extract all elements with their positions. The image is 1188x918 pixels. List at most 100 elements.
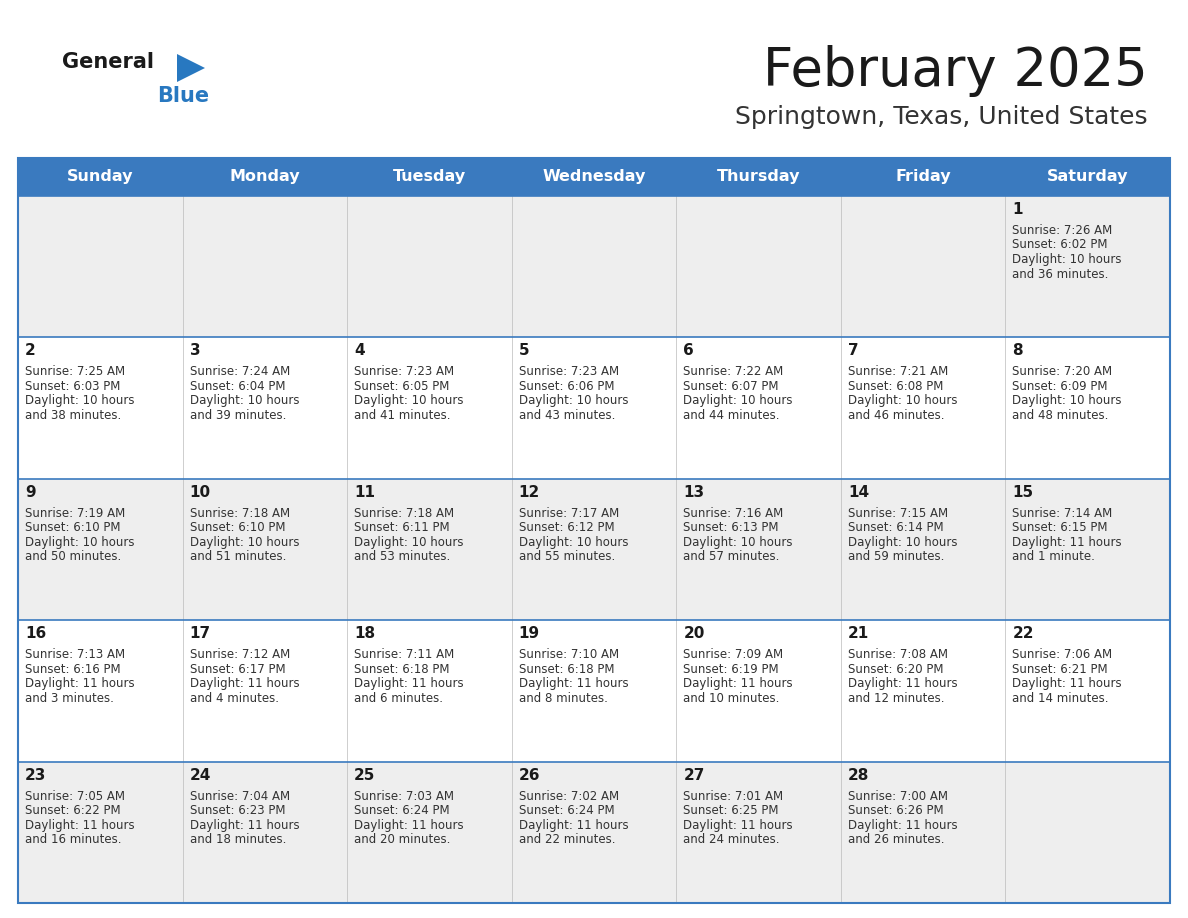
Text: Sunrise: 7:04 AM: Sunrise: 7:04 AM [190, 789, 290, 802]
Text: 22: 22 [1012, 626, 1034, 641]
Text: 21: 21 [848, 626, 870, 641]
Text: Sunset: 6:07 PM: Sunset: 6:07 PM [683, 380, 779, 393]
Text: Daylight: 11 hours: Daylight: 11 hours [190, 819, 299, 832]
Text: Sunset: 6:24 PM: Sunset: 6:24 PM [519, 804, 614, 817]
Text: Daylight: 10 hours: Daylight: 10 hours [190, 536, 299, 549]
Bar [347, 158, 512, 196]
Text: 19: 19 [519, 626, 539, 641]
Text: 10: 10 [190, 485, 210, 499]
Text: Daylight: 11 hours: Daylight: 11 hours [683, 819, 792, 832]
Text: 6: 6 [683, 343, 694, 358]
Text: and 14 minutes.: and 14 minutes. [1012, 691, 1108, 705]
Bar [1005, 762, 1170, 903]
Text: and 44 minutes.: and 44 minutes. [683, 409, 779, 422]
Bar [347, 196, 512, 338]
Text: Sunrise: 7:05 AM: Sunrise: 7:05 AM [25, 789, 125, 802]
Text: Sunset: 6:22 PM: Sunset: 6:22 PM [25, 804, 121, 817]
Text: and 8 minutes.: and 8 minutes. [519, 691, 607, 705]
Text: Daylight: 10 hours: Daylight: 10 hours [848, 536, 958, 549]
Text: Sunrise: 7:17 AM: Sunrise: 7:17 AM [519, 507, 619, 520]
Text: Sunrise: 7:23 AM: Sunrise: 7:23 AM [354, 365, 454, 378]
Text: Daylight: 10 hours: Daylight: 10 hours [848, 395, 958, 408]
Text: Sunset: 6:10 PM: Sunset: 6:10 PM [190, 521, 285, 534]
Bar [183, 158, 347, 196]
Text: and 3 minutes.: and 3 minutes. [25, 691, 114, 705]
Text: and 39 minutes.: and 39 minutes. [190, 409, 286, 422]
Bar [676, 479, 841, 621]
Text: Sunrise: 7:18 AM: Sunrise: 7:18 AM [190, 507, 290, 520]
Text: 13: 13 [683, 485, 704, 499]
Text: 26: 26 [519, 767, 541, 783]
Text: and 43 minutes.: and 43 minutes. [519, 409, 615, 422]
Bar [676, 621, 841, 762]
Text: and 59 minutes.: and 59 minutes. [848, 550, 944, 564]
Text: Sunrise: 7:01 AM: Sunrise: 7:01 AM [683, 789, 783, 802]
Bar [512, 158, 676, 196]
Bar [347, 479, 512, 621]
Text: 23: 23 [25, 767, 46, 783]
Text: and 53 minutes.: and 53 minutes. [354, 550, 450, 564]
Text: Sunset: 6:15 PM: Sunset: 6:15 PM [1012, 521, 1108, 534]
Bar [512, 621, 676, 762]
Text: Sunrise: 7:13 AM: Sunrise: 7:13 AM [25, 648, 125, 661]
Text: 7: 7 [848, 343, 859, 358]
Text: Daylight: 11 hours: Daylight: 11 hours [354, 677, 463, 690]
Text: and 22 minutes.: and 22 minutes. [519, 834, 615, 846]
Text: Sunset: 6:21 PM: Sunset: 6:21 PM [1012, 663, 1108, 676]
Text: 5: 5 [519, 343, 530, 358]
Bar [512, 479, 676, 621]
Text: and 20 minutes.: and 20 minutes. [354, 834, 450, 846]
Bar [676, 196, 841, 338]
Text: and 41 minutes.: and 41 minutes. [354, 409, 450, 422]
Text: Sunrise: 7:12 AM: Sunrise: 7:12 AM [190, 648, 290, 661]
Text: Sunset: 6:02 PM: Sunset: 6:02 PM [1012, 239, 1108, 252]
Text: Sunset: 6:04 PM: Sunset: 6:04 PM [190, 380, 285, 393]
Text: 24: 24 [190, 767, 211, 783]
Text: Daylight: 10 hours: Daylight: 10 hours [1012, 395, 1121, 408]
Bar [18, 621, 183, 762]
Text: 27: 27 [683, 767, 704, 783]
Bar [512, 196, 676, 338]
Text: 15: 15 [1012, 485, 1034, 499]
Text: 3: 3 [190, 343, 201, 358]
Bar [18, 479, 183, 621]
Text: Tuesday: Tuesday [393, 170, 466, 185]
Bar [347, 621, 512, 762]
Bar [841, 196, 1005, 338]
Text: Daylight: 11 hours: Daylight: 11 hours [354, 819, 463, 832]
Text: Daylight: 11 hours: Daylight: 11 hours [25, 819, 134, 832]
Text: Sunset: 6:18 PM: Sunset: 6:18 PM [354, 663, 449, 676]
Text: and 6 minutes.: and 6 minutes. [354, 691, 443, 705]
Text: Friday: Friday [896, 170, 950, 185]
Text: Sunset: 6:06 PM: Sunset: 6:06 PM [519, 380, 614, 393]
Text: Sunset: 6:25 PM: Sunset: 6:25 PM [683, 804, 779, 817]
Text: Thursday: Thursday [716, 170, 801, 185]
Text: Sunrise: 7:26 AM: Sunrise: 7:26 AM [1012, 224, 1113, 237]
Text: Sunrise: 7:00 AM: Sunrise: 7:00 AM [848, 789, 948, 802]
Text: Sunset: 6:09 PM: Sunset: 6:09 PM [1012, 380, 1108, 393]
Text: 8: 8 [1012, 343, 1023, 358]
Text: Daylight: 11 hours: Daylight: 11 hours [25, 677, 134, 690]
Text: Sunset: 6:08 PM: Sunset: 6:08 PM [848, 380, 943, 393]
Text: Sunrise: 7:23 AM: Sunrise: 7:23 AM [519, 365, 619, 378]
Text: Sunset: 6:26 PM: Sunset: 6:26 PM [848, 804, 943, 817]
Text: Sunrise: 7:14 AM: Sunrise: 7:14 AM [1012, 507, 1113, 520]
Text: General: General [62, 52, 154, 72]
Text: Monday: Monday [229, 170, 301, 185]
Bar [347, 338, 512, 479]
Text: Sunset: 6:16 PM: Sunset: 6:16 PM [25, 663, 121, 676]
Text: Sunrise: 7:16 AM: Sunrise: 7:16 AM [683, 507, 784, 520]
Text: 20: 20 [683, 626, 704, 641]
Bar [18, 158, 1170, 903]
Text: Sunrise: 7:20 AM: Sunrise: 7:20 AM [1012, 365, 1112, 378]
Text: Sunset: 6:14 PM: Sunset: 6:14 PM [848, 521, 943, 534]
Text: Daylight: 11 hours: Daylight: 11 hours [848, 819, 958, 832]
Text: and 48 minutes.: and 48 minutes. [1012, 409, 1108, 422]
Text: Daylight: 10 hours: Daylight: 10 hours [25, 395, 134, 408]
Bar [183, 196, 347, 338]
Bar [841, 621, 1005, 762]
Bar [18, 196, 183, 338]
Bar [1005, 479, 1170, 621]
Text: Sunset: 6:03 PM: Sunset: 6:03 PM [25, 380, 120, 393]
Text: and 36 minutes.: and 36 minutes. [1012, 267, 1108, 281]
